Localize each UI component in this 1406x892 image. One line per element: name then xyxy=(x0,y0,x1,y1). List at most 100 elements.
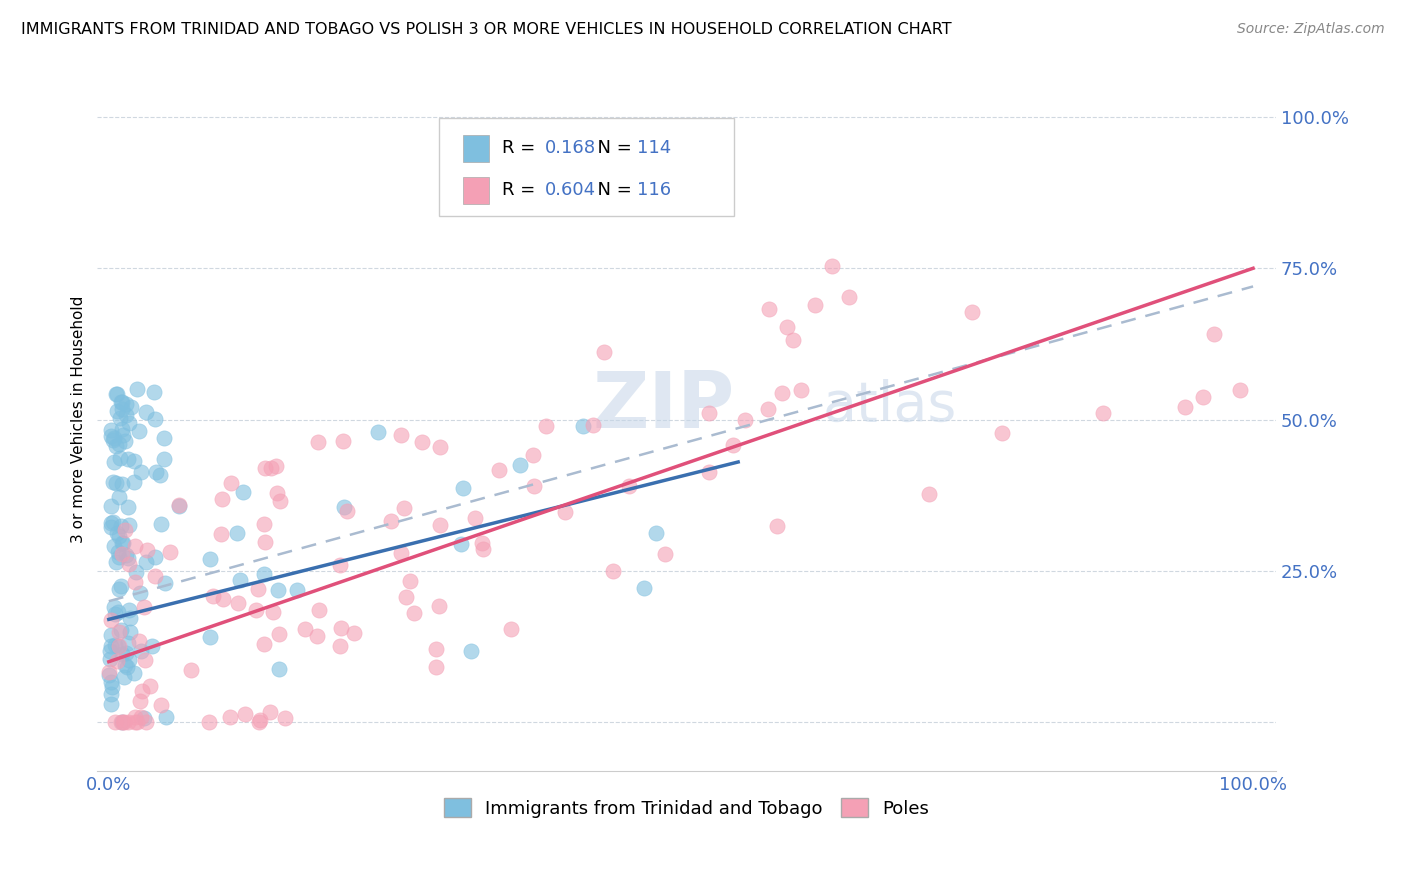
Point xyxy=(269,494,291,508)
Point xyxy=(380,514,402,528)
Point xyxy=(111,421,134,435)
Point xyxy=(112,715,135,730)
Text: N =: N = xyxy=(586,181,638,200)
Point xyxy=(226,526,249,541)
Point xyxy=(782,333,804,347)
Point xyxy=(114,646,136,660)
Point xyxy=(135,715,157,730)
Text: R =: R = xyxy=(502,139,541,157)
Point xyxy=(333,500,356,515)
Point xyxy=(328,639,350,653)
Point xyxy=(129,644,152,658)
Point xyxy=(1092,406,1115,420)
FancyBboxPatch shape xyxy=(463,178,489,203)
Point xyxy=(108,529,131,543)
Point xyxy=(501,622,523,636)
Text: ZIP: ZIP xyxy=(592,368,734,443)
Point xyxy=(1174,400,1197,414)
Point xyxy=(262,606,284,620)
Point xyxy=(734,413,756,427)
Point xyxy=(389,427,412,442)
Point xyxy=(97,668,120,682)
Text: 116: 116 xyxy=(637,181,671,200)
Point xyxy=(260,461,283,475)
Point xyxy=(100,429,122,443)
Point xyxy=(108,625,131,640)
Point xyxy=(132,600,155,615)
Point xyxy=(582,418,605,433)
Legend: Immigrants from Trinidad and Tobago, Poles: Immigrants from Trinidad and Tobago, Pol… xyxy=(437,791,936,825)
Point xyxy=(402,606,425,620)
Point xyxy=(167,499,190,513)
Point xyxy=(114,523,136,537)
Point xyxy=(117,603,139,617)
Point xyxy=(259,705,281,719)
Point xyxy=(1191,390,1213,404)
Point xyxy=(395,590,418,604)
Text: 0.168: 0.168 xyxy=(546,139,596,157)
Point xyxy=(129,585,152,599)
Point xyxy=(100,520,122,534)
Point xyxy=(100,697,122,711)
Point xyxy=(398,574,420,588)
Point xyxy=(110,518,132,533)
Point xyxy=(1229,384,1251,398)
Point xyxy=(118,417,141,431)
Point xyxy=(254,461,277,475)
Point xyxy=(522,449,544,463)
Point xyxy=(141,640,163,654)
Point xyxy=(266,486,288,500)
Point xyxy=(122,475,145,489)
Point xyxy=(132,711,155,725)
Point xyxy=(294,622,316,636)
Point xyxy=(145,465,167,479)
Point xyxy=(124,454,146,468)
Point xyxy=(128,633,150,648)
Text: N =: N = xyxy=(586,139,638,157)
Point xyxy=(266,459,288,474)
Point xyxy=(343,626,366,640)
Point xyxy=(411,435,433,450)
Y-axis label: 3 or more Vehicles in Household: 3 or more Vehicles in Household xyxy=(72,296,86,543)
Point xyxy=(633,582,655,596)
Point xyxy=(100,652,122,666)
Point xyxy=(155,710,177,724)
Point xyxy=(115,397,138,411)
Point xyxy=(219,710,242,724)
Point xyxy=(112,715,135,730)
Point xyxy=(107,639,129,653)
Point xyxy=(105,476,128,491)
Point xyxy=(129,710,152,724)
Point xyxy=(211,591,233,606)
Point xyxy=(101,516,124,530)
Point xyxy=(245,603,267,617)
Point xyxy=(118,653,141,667)
Point xyxy=(232,485,254,500)
Point xyxy=(617,479,640,493)
Point xyxy=(100,628,122,642)
Point xyxy=(202,589,225,603)
Point xyxy=(498,183,520,197)
Point xyxy=(100,499,122,513)
Point xyxy=(98,665,121,680)
Point xyxy=(128,694,150,708)
Point xyxy=(197,715,219,730)
Point xyxy=(425,641,447,656)
Point xyxy=(534,418,557,433)
Point xyxy=(111,647,134,661)
Point xyxy=(124,710,146,724)
Point xyxy=(429,517,451,532)
Point xyxy=(107,605,129,619)
Point xyxy=(274,711,297,725)
Point xyxy=(103,455,125,469)
Point xyxy=(134,653,156,667)
Point xyxy=(122,666,145,681)
Point xyxy=(471,535,494,549)
Point xyxy=(117,636,139,650)
Point xyxy=(960,305,983,319)
Point xyxy=(103,431,125,445)
Point xyxy=(330,621,353,635)
Point xyxy=(117,557,139,571)
Point xyxy=(305,629,328,643)
Point xyxy=(105,403,128,417)
